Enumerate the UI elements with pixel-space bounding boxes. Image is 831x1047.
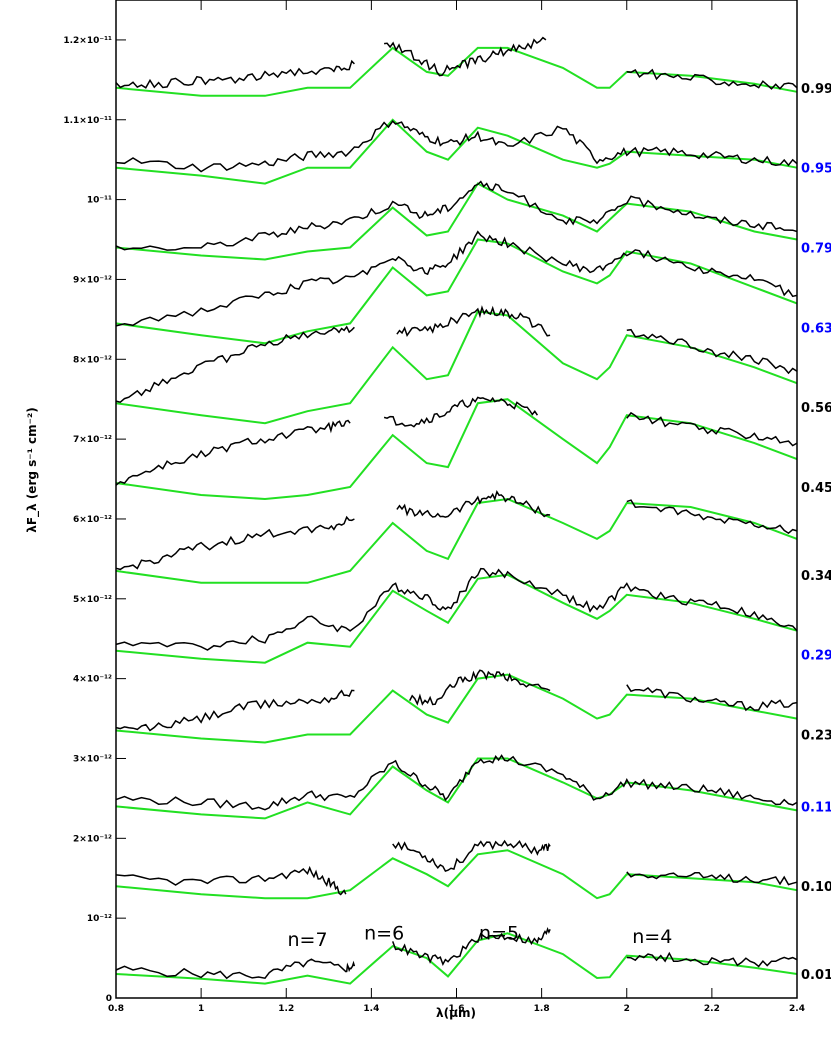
observed-spectrum-0-56-segment-1 — [115, 325, 355, 404]
observed-spectrum-0-79-segment-1 — [115, 180, 798, 251]
model-curve-0-11 — [115, 757, 798, 820]
phase-label-0-56: 0.56 — [801, 401, 831, 416]
y-tick-label: 9×10⁻¹² — [73, 275, 112, 285]
x-tick-label: 1 — [198, 1004, 204, 1014]
observed-spectrum-0-99-segment-3 — [626, 68, 798, 90]
observed-spectrum-0-99-segment-2 — [384, 36, 547, 77]
y-tick-label: 8×10⁻¹² — [73, 355, 112, 365]
y-tick-label: 1.1×10⁻¹¹ — [63, 116, 112, 126]
x-tick-label: 0.8 — [108, 1004, 124, 1014]
observed-spectrum-0-95-segment-1 — [115, 120, 798, 173]
model-curve-0-63 — [115, 238, 798, 345]
y-tick-label: 7×10⁻¹² — [73, 435, 112, 445]
y-tick-label: 3×10⁻¹² — [73, 754, 112, 764]
observed-spectrum-0-10-segment-3 — [626, 871, 798, 886]
phase-label-0-99: 0.99 — [801, 82, 831, 97]
phase-label-0-29: 0.29 — [801, 649, 831, 664]
phase-labels: 0.01 0.10 0.11 0.23 0.29 0.34 0.45 0.56 0.63 0.79… — [801, 82, 831, 983]
phase-label-0-11: 0.11 — [801, 800, 831, 815]
observed-spectrum-0-34-segment-3 — [626, 499, 798, 535]
x-tick-label: 2.4 — [789, 1004, 805, 1014]
model-curve-0-95 — [115, 118, 798, 185]
observed-spectrum-0-01-segment-1 — [115, 958, 356, 980]
y-tick-label: 2×10⁻¹² — [73, 834, 112, 844]
band-annotation-n4: n=4 — [632, 926, 672, 948]
band-annotation-n5: n=5 — [479, 923, 519, 945]
observed-spectra — [115, 36, 798, 980]
observed-spectrum-0-10-segment-2 — [392, 839, 551, 873]
x-tick-label: 1.4 — [363, 1004, 379, 1014]
observed-spectrum-0-34-segment-1 — [115, 515, 355, 571]
band-annotation-n6: n=6 — [364, 923, 404, 945]
phase-label-0-01: 0.01 — [801, 968, 831, 983]
observed-spectrum-0-56-segment-3 — [626, 328, 798, 375]
x-tick-label: 2 — [624, 1004, 630, 1014]
phase-label-0-63: 0.63 — [801, 321, 831, 336]
model-curve-0-34 — [115, 497, 798, 584]
observed-spectrum-0-10-segment-1 — [115, 865, 347, 896]
band-annotations: n=7 n=6 n=5 n=4 — [288, 923, 673, 951]
y-tick-label: 10⁻¹² — [87, 914, 112, 924]
observed-spectrum-0-01-segment-3 — [626, 951, 798, 968]
x-tick-label: 1.6 — [449, 1004, 465, 1014]
model-curve-0-23 — [115, 673, 798, 744]
x-tick-label: 2.2 — [704, 1004, 720, 1014]
observed-spectrum-0-23-segment-2 — [409, 669, 551, 706]
observed-spectrum-0-45-segment-3 — [626, 411, 798, 447]
axis-ticks: 0.8 1 1.2 1.4 1.6 1.8 2 2.2 2.4 0 10⁻¹² 2×10⁻¹² 3×10… — [63, 0, 805, 1014]
observed-spectrum-0-56-segment-2 — [396, 305, 551, 338]
x-tick-label: 1.8 — [534, 1004, 550, 1014]
y-tick-label: 1.2×10⁻¹¹ — [63, 36, 112, 46]
observed-spectrum-0-99-segment-1 — [115, 59, 355, 89]
y-tick-label: 0 — [106, 994, 112, 1004]
observed-spectrum-0-01-segment-2 — [391, 926, 551, 967]
phase-label-0-34: 0.34 — [801, 569, 831, 584]
phase-label-0-10: 0.10 — [801, 880, 831, 895]
y-axis-title: λF_λ (erg s⁻¹ cm⁻²) — [25, 407, 40, 532]
x-axis-title: λ(μm) — [436, 1006, 476, 1020]
phase-label-0-95: 0.95 — [801, 162, 831, 177]
model-curve-0-29 — [115, 573, 798, 664]
observed-spectrum-0-34-segment-2 — [396, 489, 551, 518]
phase-label-0-79: 0.79 — [801, 242, 831, 257]
phase-label-0-45: 0.45 — [801, 481, 831, 496]
x-tick-label: 1.2 — [278, 1004, 294, 1014]
y-tick-label: 10⁻¹¹ — [87, 196, 112, 206]
observed-spectrum-0-45-segment-2 — [383, 396, 539, 428]
observed-spectrum-0-29-segment-1 — [115, 567, 798, 651]
observed-spectrum-0-11-segment-1 — [115, 754, 798, 811]
phase-label-0-23: 0.23 — [801, 729, 831, 744]
observed-spectrum-0-23-segment-3 — [626, 684, 798, 712]
observed-spectrum-0-23-segment-1 — [115, 689, 355, 732]
y-tick-label: 4×10⁻¹² — [73, 675, 112, 685]
band-annotation-n7: n=7 — [288, 929, 328, 951]
y-tick-label: 6×10⁻¹² — [73, 515, 112, 525]
observed-spectrum-0-45-segment-1 — [115, 419, 351, 486]
y-tick-label: 5×10⁻¹² — [73, 595, 112, 605]
observed-spectrum-0-63-segment-1 — [115, 230, 798, 327]
model-curve-0-10 — [115, 849, 798, 900]
